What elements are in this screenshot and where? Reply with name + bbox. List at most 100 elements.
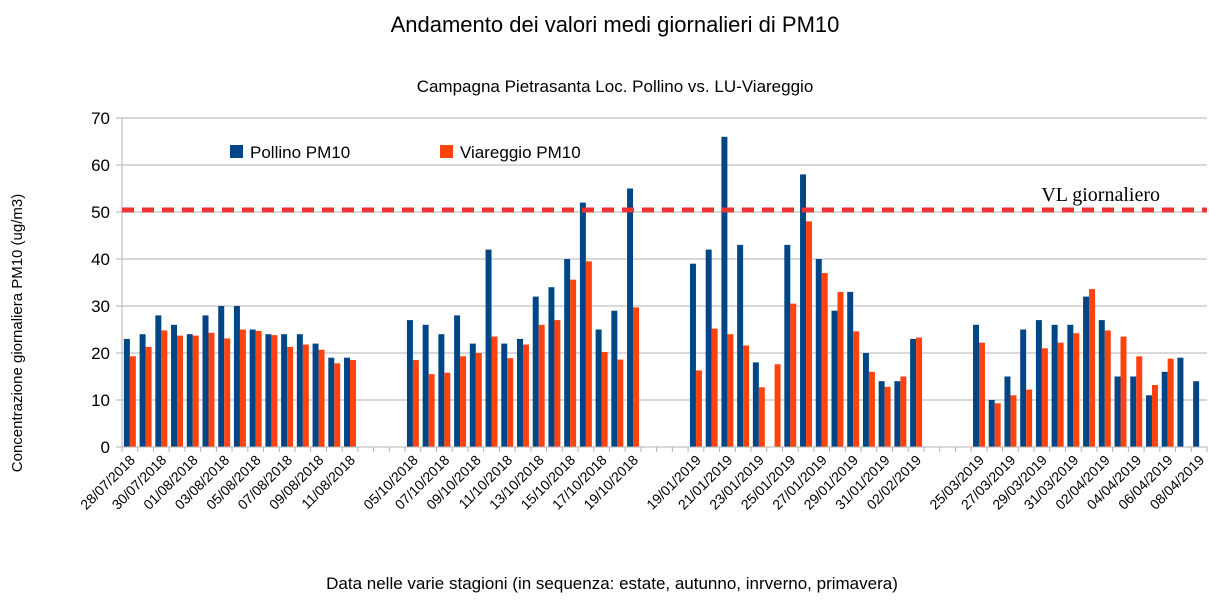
bar (868, 371, 875, 447)
bar (1051, 324, 1058, 447)
bar (155, 315, 162, 447)
bar (1057, 342, 1064, 447)
bar (224, 338, 231, 447)
bar (192, 335, 199, 447)
bar (1067, 324, 1074, 447)
y-tick-label: 30 (91, 297, 110, 316)
bar (727, 334, 734, 447)
bar (255, 330, 262, 447)
bar (862, 353, 869, 447)
bar (1177, 357, 1184, 447)
bar (564, 259, 571, 447)
bar (627, 188, 634, 447)
bar (522, 344, 529, 447)
bar (218, 306, 225, 447)
bar (469, 343, 476, 447)
bar (129, 356, 136, 447)
bar (1161, 371, 1168, 447)
bar (737, 244, 744, 447)
bar (202, 315, 209, 447)
y-tick-label: 40 (91, 250, 110, 269)
bar (139, 334, 146, 447)
bar (595, 329, 602, 447)
y-tick-label: 10 (91, 391, 110, 410)
y-tick-label: 60 (91, 156, 110, 175)
bar (878, 381, 885, 447)
bar (161, 330, 168, 447)
bar (916, 337, 923, 447)
bar (145, 346, 152, 447)
bar (837, 291, 844, 447)
bar (312, 343, 319, 447)
legend-label: Pollino PM10 (250, 143, 350, 162)
bar (444, 372, 451, 447)
bar (1073, 333, 1080, 447)
bar (758, 387, 765, 447)
bar (454, 315, 461, 447)
x-axis-label: Data nelle varie stagioni (in sequenza: … (326, 574, 898, 593)
chart-title: Andamento dei valori medi giornalieri di… (391, 12, 840, 37)
bar (752, 362, 759, 447)
reference-label: VL giornaliero (1041, 184, 1160, 206)
bar (853, 331, 860, 447)
bar (1041, 348, 1048, 447)
bar (334, 363, 341, 447)
bar (554, 320, 561, 447)
bar (265, 334, 272, 447)
bar (1104, 330, 1111, 447)
legend-swatch (440, 145, 453, 158)
bar (978, 342, 985, 447)
bar (1010, 395, 1017, 447)
bar (705, 249, 712, 447)
bar (208, 332, 215, 447)
bar (123, 338, 130, 447)
bar (721, 136, 728, 448)
bar (1136, 356, 1143, 447)
bar (1083, 296, 1090, 447)
bar (774, 364, 781, 447)
bar (1098, 320, 1105, 447)
bar (1145, 395, 1152, 447)
bar (900, 376, 907, 447)
bar (344, 357, 351, 447)
bar (884, 386, 891, 447)
bar (689, 263, 696, 447)
bar (973, 324, 979, 447)
bar (271, 335, 278, 447)
bar (475, 353, 482, 447)
bar (601, 352, 608, 447)
bar (328, 357, 335, 447)
bar (579, 202, 586, 447)
bar (302, 344, 309, 447)
bar (177, 335, 184, 447)
bar (281, 334, 288, 447)
bar (800, 174, 807, 447)
y-tick-label: 20 (91, 344, 110, 363)
bar (1035, 320, 1042, 447)
bar (501, 343, 508, 447)
bar (831, 310, 838, 447)
bar (910, 338, 917, 447)
bar (847, 291, 854, 447)
bar (428, 374, 435, 447)
bar (491, 336, 498, 447)
bar (485, 249, 492, 447)
bar (233, 306, 240, 447)
bar (1004, 376, 1011, 447)
bar (617, 359, 624, 447)
bar (460, 356, 467, 447)
bar (507, 358, 514, 447)
bar (1026, 389, 1033, 447)
bar (1167, 358, 1174, 447)
bar (894, 381, 901, 447)
bar (711, 328, 718, 447)
legend-swatch (230, 145, 243, 158)
bar (743, 345, 750, 447)
bar (171, 324, 178, 447)
bar (806, 221, 812, 447)
bar (695, 370, 702, 447)
bar (633, 307, 640, 447)
bar (406, 320, 413, 447)
bar (585, 261, 592, 447)
bar (1120, 336, 1127, 447)
